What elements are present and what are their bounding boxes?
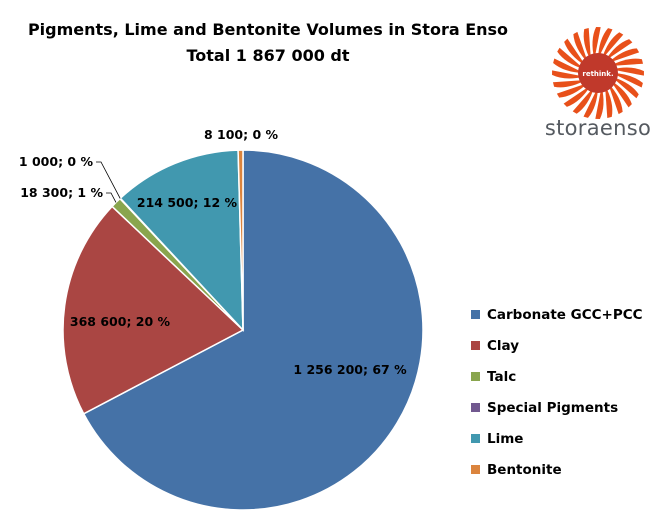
sun-ray [552, 80, 586, 88]
legend-swatch [471, 465, 480, 474]
sun-ray [592, 27, 601, 60]
data-label: 368 600; 20 % [70, 314, 171, 329]
sun-ray [595, 86, 604, 119]
legend-label: Carbonate GCC+PCC [487, 307, 643, 323]
chart-subtitle: Total 1 867 000 dt [186, 46, 349, 65]
sun-ray [598, 28, 613, 59]
sun-ray [557, 47, 585, 70]
chart-title: Pigments, Lime and Bentonite Volumes in … [28, 20, 508, 39]
logo-wordmark: storaenso [545, 116, 651, 140]
sun-center [578, 53, 618, 93]
leader-line [106, 192, 117, 203]
pie-slice-carbonate-gcc-pcc [82, 149, 424, 511]
data-label: 8 100; 0 % [204, 127, 279, 142]
legend-label: Lime [487, 431, 523, 447]
sun-icon [552, 27, 644, 119]
sun-ray [605, 39, 633, 61]
data-label: 214 500; 12 % [137, 195, 238, 210]
legend-label: Talc [487, 369, 516, 385]
sun-ray [601, 32, 624, 60]
leader-line [96, 161, 121, 199]
legend-label: Clay [487, 338, 519, 354]
data-labels: 1 256 200; 67 % 368 600; 20 % 18 300; 1 % 1… [19, 127, 407, 377]
legend-swatch [471, 341, 480, 350]
sun-ray [610, 58, 644, 66]
legend-label: Bentonite [487, 462, 562, 478]
sun-ray [612, 73, 643, 88]
data-label: 1 000; 0 % [19, 154, 94, 169]
sun-ray [607, 82, 623, 115]
data-label: 1 256 200; 67 % [293, 362, 407, 377]
sun-ray [611, 67, 644, 76]
pie-slice-lime [119, 149, 244, 332]
sun-ray [605, 85, 613, 119]
sun-ray [610, 80, 632, 108]
legend: Carbonate GCC+PCC Clay Talc Special Pigment… [471, 307, 643, 478]
legend-swatch [471, 310, 480, 319]
sun-ray [573, 31, 589, 64]
sun-ray [583, 87, 598, 118]
sun-ray [607, 48, 640, 64]
pie-slice-bentonite [237, 149, 244, 331]
stora-enso-logo: rethink. storaenso [545, 27, 651, 140]
sun-ray [572, 86, 595, 114]
leader-lines [96, 161, 121, 203]
legend-swatch [471, 372, 480, 381]
sun-ray [552, 70, 585, 79]
data-label: 18 300; 1 % [20, 185, 103, 200]
sun-ray [563, 85, 591, 107]
pie-slices [62, 149, 424, 511]
legend-swatch [471, 434, 480, 443]
sun-ray [611, 76, 639, 99]
sun-ray [564, 38, 586, 66]
legend-label: Special Pigments [487, 400, 618, 416]
sun-ray [553, 58, 584, 73]
logo-tagline: rethink. [582, 70, 613, 78]
legend-swatch [471, 403, 480, 412]
pie-slice-clay [62, 205, 245, 415]
sun-ray [556, 82, 589, 98]
sun-ray [583, 27, 591, 61]
